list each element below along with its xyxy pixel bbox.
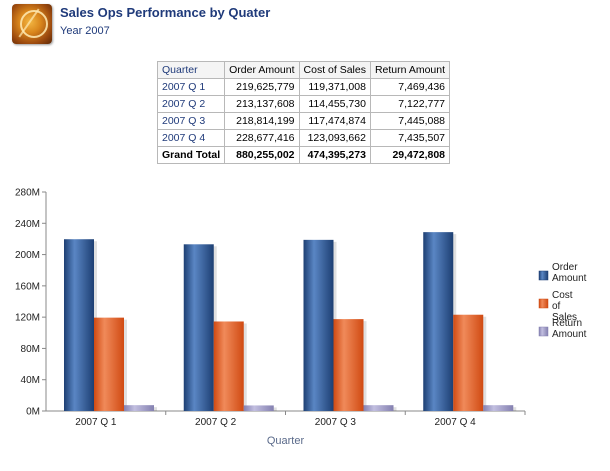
bar-cost-of-sales xyxy=(453,314,484,411)
x-tick-label: 2007 Q 3 xyxy=(315,417,357,428)
order-amount-cell: 218,814,199 xyxy=(224,112,300,130)
bar-cost-of-sales xyxy=(213,321,244,411)
y-tick-label: 160M xyxy=(15,281,40,292)
legend-label: Return Amount xyxy=(552,318,587,340)
legend-swatch xyxy=(538,326,549,337)
y-tick-label: 0M xyxy=(26,407,40,418)
bar-cost-of-sales xyxy=(333,319,364,411)
y-tick-label: 40M xyxy=(21,375,40,386)
quarter-link[interactable]: 2007 Q 2 xyxy=(156,95,226,113)
x-tick-label: 2007 Q 1 xyxy=(75,417,117,428)
total-order-amount: 880,255,002 xyxy=(224,146,300,164)
bar-order-amount xyxy=(303,239,334,411)
report-subtitle: Year 2007 xyxy=(60,25,110,37)
column-header-return-amount: Return Amount xyxy=(369,61,451,79)
cost-of-sales-cell: 114,455,730 xyxy=(298,95,371,113)
return-amount-cell: 7,435,507 xyxy=(369,129,451,147)
bar-order-amount xyxy=(183,244,214,411)
x-tick-label: 2007 Q 4 xyxy=(435,417,477,428)
column-header-order-amount: Order Amount xyxy=(224,61,300,79)
bar-return-amount xyxy=(124,405,154,411)
order-amount-cell: 213,137,608 xyxy=(224,95,300,113)
bar-order-amount xyxy=(64,239,94,411)
y-tick-label: 200M xyxy=(15,250,40,261)
legend-label: Cost of Sales xyxy=(552,290,577,323)
bar-return-amount xyxy=(243,405,274,411)
pivot-table: Quarter Order Amount Cost of Sales Retur… xyxy=(156,61,451,164)
legend-label: Order Amount xyxy=(552,262,587,284)
bar-return-amount xyxy=(483,405,514,411)
return-amount-cell: 7,469,436 xyxy=(369,78,451,96)
bar-order-amount xyxy=(423,232,454,411)
column-header-cost-of-sales: Cost of Sales xyxy=(298,61,371,79)
bar-return-amount xyxy=(363,405,394,411)
y-tick-label: 80M xyxy=(21,344,40,355)
cost-of-sales-cell: 119,371,008 xyxy=(298,78,371,96)
x-axis-title: Quarter xyxy=(267,435,305,447)
table-row: 2007 Q 2 213,137,608 114,455,730 7,122,7… xyxy=(156,95,451,113)
cost-of-sales-cell: 117,474,874 xyxy=(298,112,371,130)
return-amount-cell: 7,445,088 xyxy=(369,112,451,130)
table-row: 2007 Q 3 218,814,199 117,474,874 7,445,0… xyxy=(156,112,451,130)
column-header-quarter[interactable]: Quarter xyxy=(156,61,226,79)
quarter-link[interactable]: 2007 Q 3 xyxy=(156,112,226,130)
x-tick-label: 2007 Q 2 xyxy=(195,417,237,428)
legend-swatch xyxy=(538,298,549,309)
total-cost-of-sales: 474,395,273 xyxy=(298,146,371,164)
y-tick-label: 280M xyxy=(15,188,40,199)
y-tick-label: 240M xyxy=(15,219,40,230)
report-logo-icon xyxy=(12,4,52,44)
quarter-link[interactable]: 2007 Q 4 xyxy=(156,129,226,147)
y-tick-label: 120M xyxy=(15,313,40,324)
quarter-link[interactable]: 2007 Q 1 xyxy=(156,78,226,96)
return-amount-cell: 7,122,777 xyxy=(369,95,451,113)
cost-of-sales-cell: 123,093,662 xyxy=(298,129,371,147)
order-amount-cell: 219,625,779 xyxy=(224,78,300,96)
report-title: Sales Ops Performance by Quater xyxy=(60,5,271,20)
legend-swatch xyxy=(538,270,549,281)
grand-total-label: Grand Total xyxy=(156,146,226,164)
grand-total-row: Grand Total 880,255,002 474,395,273 29,4… xyxy=(156,146,451,164)
total-return-amount: 29,472,808 xyxy=(369,146,451,164)
table-row: 2007 Q 1 219,625,779 119,371,008 7,469,4… xyxy=(156,78,451,96)
table-header-row: Quarter Order Amount Cost of Sales Retur… xyxy=(156,61,451,79)
bar-chart: 0M 40M 80M 120M 160M 200M 240M 280M 2007 Q 1 2007… xyxy=(15,188,587,448)
table-row: 2007 Q 4 228,677,416 123,093,662 7,435,5… xyxy=(156,129,451,147)
order-amount-cell: 228,677,416 xyxy=(224,129,300,147)
bar-cost-of-sales xyxy=(94,317,124,411)
